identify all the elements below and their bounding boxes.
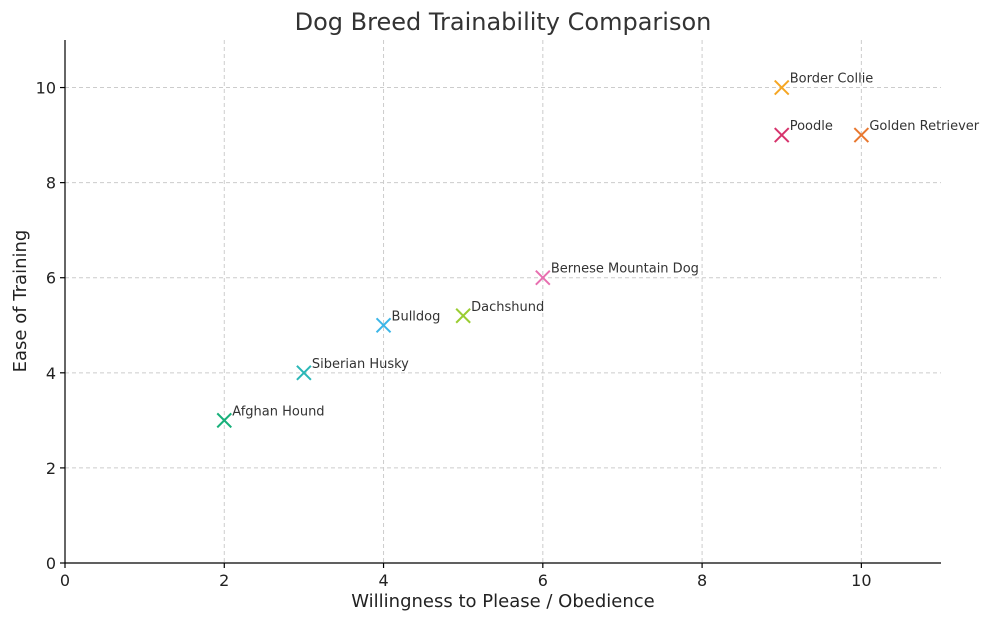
point-dachshund: Dachshund xyxy=(455,300,544,324)
x-tick-label: 10 xyxy=(851,571,871,590)
x-tick-label: 4 xyxy=(378,571,388,590)
point-label: Dachshund xyxy=(471,300,544,315)
point-marker xyxy=(375,317,392,333)
x-tick-label: 2 xyxy=(219,571,229,590)
x-axis-label: Willingness to Please / Obedience xyxy=(351,591,654,612)
y-axis-label: Ease of Training xyxy=(10,230,31,373)
point-border-collie: Border Collie xyxy=(774,72,874,96)
y-tick-label: 2 xyxy=(46,459,56,478)
point-label: Poodle xyxy=(790,119,833,134)
data-points: Border Collie Poodle Golden Retriever Berne… xyxy=(216,72,980,429)
y-tick-label: 8 xyxy=(46,174,56,193)
point-bulldog: Bulldog xyxy=(375,309,441,333)
point-label: Siberian Husky xyxy=(312,357,409,372)
x-tick-label: 6 xyxy=(538,571,548,590)
x-tick-label: 8 xyxy=(697,571,707,590)
point-bernese-mountain-dog: Bernese Mountain Dog xyxy=(535,262,699,286)
point-marker xyxy=(853,127,870,143)
point-marker xyxy=(296,365,312,381)
point-marker xyxy=(216,412,232,429)
y-tick-label: 4 xyxy=(46,364,56,383)
point-siberian-husky: Siberian Husky xyxy=(296,357,409,381)
point-poodle: Poodle xyxy=(774,119,833,143)
point-marker xyxy=(774,127,790,143)
point-label: Afghan Hound xyxy=(232,404,324,419)
point-marker xyxy=(774,79,790,96)
ticks: 0 2 4 6 8 10 0 2 4 6 8 10 xyxy=(36,79,872,590)
point-label: Border Collie xyxy=(790,72,874,87)
grid xyxy=(65,40,941,563)
y-tick-label: 10 xyxy=(36,79,56,98)
chart-title: Dog Breed Trainability Comparison xyxy=(295,8,712,36)
point-label: Golden Retriever xyxy=(869,119,979,134)
point-marker xyxy=(535,270,551,286)
x-tick-label: 0 xyxy=(60,571,70,590)
point-label: Bulldog xyxy=(392,309,441,324)
point-marker xyxy=(455,308,471,324)
y-tick-label: 0 xyxy=(46,554,56,573)
point-label: Bernese Mountain Dog xyxy=(551,262,699,277)
point-golden-retriever: Golden Retriever xyxy=(853,119,980,143)
point-afghan-hound: Afghan Hound xyxy=(216,404,325,429)
axes xyxy=(64,40,941,564)
y-tick-label: 6 xyxy=(46,269,56,288)
